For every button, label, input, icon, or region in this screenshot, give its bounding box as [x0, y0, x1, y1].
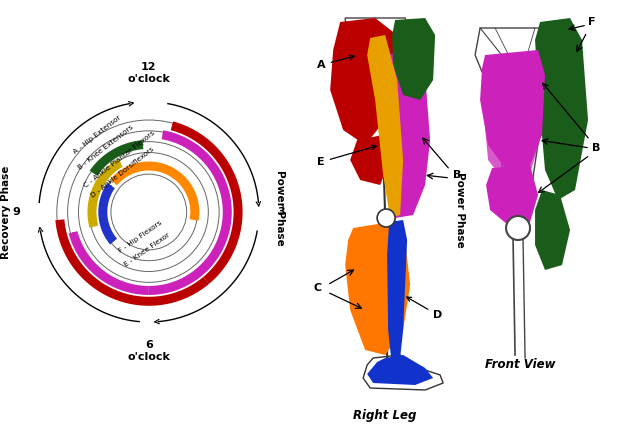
Polygon shape — [170, 121, 242, 284]
Polygon shape — [149, 130, 232, 295]
Polygon shape — [69, 231, 149, 295]
Text: A: A — [317, 55, 354, 70]
Text: A - Hip Extensor: A - Hip Extensor — [72, 114, 122, 155]
Text: E: E — [317, 145, 376, 167]
Polygon shape — [389, 80, 427, 200]
Text: 9: 9 — [13, 207, 20, 217]
Text: F - Hip Flexors: F - Hip Flexors — [117, 220, 162, 254]
Text: Recovery Phase: Recovery Phase — [1, 165, 11, 259]
Text: B - Knee Extensors: B - Knee Extensors — [77, 124, 134, 170]
Text: D: D — [407, 297, 442, 320]
Circle shape — [506, 216, 530, 240]
Text: B: B — [453, 170, 461, 180]
Text: F: F — [588, 17, 596, 27]
Polygon shape — [383, 50, 430, 218]
Polygon shape — [485, 95, 540, 182]
Polygon shape — [363, 355, 443, 390]
Polygon shape — [350, 135, 390, 185]
Polygon shape — [535, 190, 570, 270]
Text: C: C — [313, 283, 321, 293]
Text: 12
o'clock: 12 o'clock — [127, 62, 170, 84]
Polygon shape — [90, 140, 143, 176]
Polygon shape — [367, 35, 403, 218]
Text: Front View: Front View — [485, 359, 556, 371]
Polygon shape — [330, 18, 397, 145]
Text: C - Ankle Plantar Flexors: C - Ankle Plantar Flexors — [83, 130, 156, 189]
Text: B: B — [592, 143, 600, 153]
Text: Right Leg: Right Leg — [353, 408, 417, 421]
Polygon shape — [99, 183, 117, 245]
Polygon shape — [110, 162, 199, 221]
Text: 6
o'clock: 6 o'clock — [127, 340, 170, 362]
Text: E - Knee Flexor: E - Knee Flexor — [123, 232, 171, 268]
Polygon shape — [486, 165, 538, 225]
Polygon shape — [367, 355, 433, 385]
Polygon shape — [392, 18, 435, 100]
Polygon shape — [535, 18, 588, 200]
Text: 3: 3 — [277, 207, 285, 217]
Polygon shape — [387, 220, 407, 358]
Text: D - Ankle Dorsiflexors: D - Ankle Dorsiflexors — [90, 146, 156, 199]
Text: Power Phase: Power Phase — [275, 170, 285, 245]
Circle shape — [377, 209, 395, 227]
Polygon shape — [345, 222, 410, 355]
Polygon shape — [480, 50, 545, 168]
Polygon shape — [87, 159, 123, 228]
Text: Power Phase: Power Phase — [455, 172, 465, 248]
Polygon shape — [55, 219, 209, 306]
